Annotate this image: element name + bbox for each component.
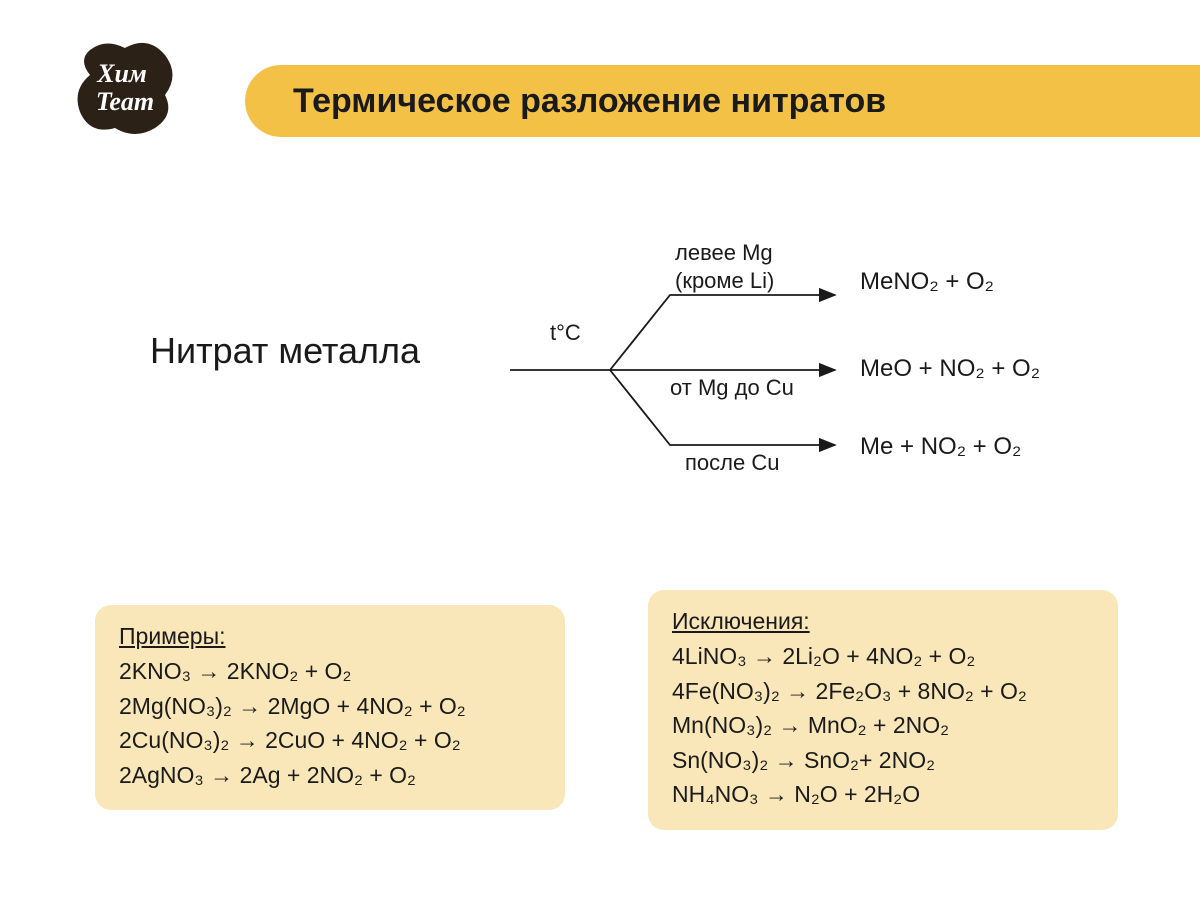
diagram-source-label: Нитрат металла (150, 330, 420, 372)
page-title: Термическое разложение нитратов (293, 82, 886, 121)
exceptions-title: Исключения: (672, 608, 1094, 635)
exception-line: Mn(NO₃)₂ → MnO₂ + 2NO₂ (672, 708, 1094, 743)
branch-condition-2: после Cu (685, 450, 779, 476)
branch-product-1: MeO + NO₂ + O₂ (860, 355, 1040, 383)
example-line: 2KNO₃ → 2KNO₂ + O₂ (119, 654, 541, 689)
example-line: 2Mg(NO₃)₂ → 2MgO + 4NO₂ + O₂ (119, 689, 541, 724)
svg-text:Хим: Хим (96, 59, 147, 88)
logo: Хим Team (70, 40, 180, 140)
branch-product-0: MeNO₂ + O₂ (860, 268, 994, 296)
examples-box: Примеры: 2KNO₃ → 2KNO₂ + O₂ 2Mg(NO₃)₂ → … (95, 605, 565, 810)
branch-condition-0-line1: левее Mg (675, 240, 773, 266)
branch-product-2: Me + NO₂ + O₂ (860, 433, 1021, 461)
exception-line: NH₄NO₃ → N₂O + 2H₂O (672, 777, 1094, 812)
exceptions-box: Исключения: 4LiNO₃ → 2Li₂O + 4NO₂ + O₂ 4… (648, 590, 1118, 830)
branch-condition-0-line2: (кроме Li) (675, 268, 774, 294)
svg-text:Team: Team (96, 87, 154, 116)
branching-diagram: Нитрат металла t°C левее Mg (кроме Li) о… (150, 240, 1100, 500)
exception-line: 4LiNO₃ → 2Li₂O + 4NO₂ + O₂ (672, 639, 1094, 674)
title-bar: Термическое разложение нитратов (245, 65, 1200, 137)
branch-condition-1: от Mg до Cu (670, 375, 794, 401)
exception-line: 4Fe(NO₃)₂ → 2Fe₂O₃ + 8NO₂ + O₂ (672, 674, 1094, 709)
example-line: 2AgNO₃ → 2Ag + 2NO₂ + O₂ (119, 758, 541, 793)
example-line: 2Cu(NO₃)₂ → 2CuO + 4NO₂ + O₂ (119, 723, 541, 758)
exception-line: Sn(NO₃)₂ → SnO₂+ 2NO₂ (672, 743, 1094, 778)
examples-title: Примеры: (119, 623, 541, 650)
